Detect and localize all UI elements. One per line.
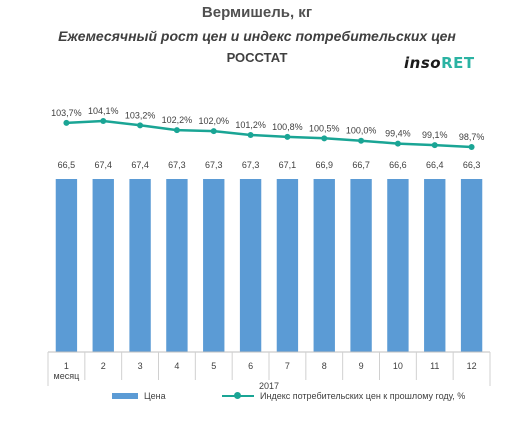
- bar-2: [92, 179, 114, 352]
- bar-10: [387, 179, 409, 352]
- cpi-point-11: [431, 142, 438, 149]
- cpi-value-label-5: 102,0%: [198, 116, 229, 126]
- cpi-point-3: [137, 122, 144, 129]
- cpi-value-label-3: 103,2%: [125, 110, 156, 120]
- cpi-point-1: [63, 119, 70, 126]
- cpi-value-label-6: 101,2%: [235, 120, 266, 130]
- x-tick-label-9: 9: [359, 361, 364, 371]
- cpi-point-2: [100, 118, 107, 124]
- bar-6: [239, 179, 262, 352]
- x-tick-sublabel: месяц: [54, 371, 80, 381]
- bar-11: [424, 179, 446, 352]
- brand-logo: insoRET: [404, 54, 475, 72]
- bar-value-label-5: 67,3: [205, 160, 223, 170]
- cpi-value-label-1: 103,7%: [51, 108, 82, 118]
- chart-source: РОССТАТ: [226, 50, 288, 65]
- brand-logo-part1: inso: [404, 54, 442, 72]
- cpi-point-9: [358, 137, 365, 144]
- bar-value-label-11: 66,4: [426, 160, 444, 170]
- x-tick-label-8: 8: [322, 361, 327, 371]
- cpi-value-label-10: 99,4%: [385, 129, 411, 139]
- cpi-value-label-11: 99,1%: [422, 130, 448, 140]
- x-group-label: 2017: [259, 381, 279, 391]
- cpi-point-6: [247, 131, 254, 138]
- x-tick-label-10: 10: [393, 361, 403, 371]
- bar-1: [55, 179, 78, 352]
- chart-legend: Цена Индекс потребительских цен к прошло…: [0, 391, 514, 407]
- bar-7: [276, 179, 299, 352]
- cpi-line: [66, 119, 472, 149]
- bar-value-label-8: 66,9: [315, 160, 333, 170]
- x-tick-label-1: 1: [64, 361, 69, 371]
- bar-value-label-12: 66,3: [463, 160, 481, 170]
- x-tick-label-6: 6: [248, 361, 253, 371]
- x-tick-label-3: 3: [138, 361, 143, 371]
- legend-bar-swatch: [112, 393, 138, 399]
- x-tick-label-7: 7: [285, 361, 290, 371]
- x-tick-label-5: 5: [211, 361, 216, 371]
- bar-value-label-6: 67,3: [242, 160, 260, 170]
- bar-3: [129, 179, 151, 352]
- bar-5: [203, 179, 225, 352]
- chart-subtitle: Ежемесячный рост цен и индекс потребител…: [58, 28, 456, 44]
- bar-value-label-7: 67,1: [279, 160, 297, 170]
- bar-9: [350, 179, 372, 352]
- cpi-value-label-4: 102,2%: [162, 115, 193, 125]
- legend-item-cpi: Индекс потребительских цен к прошлому го…: [222, 391, 465, 401]
- cpi-value-label-9: 100,0%: [346, 126, 377, 136]
- cpi-point-8: [321, 135, 328, 142]
- chart-title: Вермишель, кг: [201, 4, 313, 21]
- legend-line-label: Индекс потребительских цен к прошлому го…: [260, 391, 466, 401]
- bar-value-label-1: 66,5: [58, 160, 76, 170]
- bar-value-label-2: 67,4: [94, 160, 112, 170]
- bar-4: [166, 179, 188, 352]
- cpi-value-label-8: 100,5%: [309, 123, 340, 133]
- cpi-point-7: [284, 133, 291, 140]
- x-tick-label-2: 2: [101, 361, 106, 371]
- legend-item-price: Цена: [112, 391, 166, 401]
- cpi-point-12: [468, 144, 475, 150]
- brand-logo-part2: RET: [441, 54, 475, 72]
- cpi-point-5: [210, 128, 217, 135]
- x-tick-label-4: 4: [174, 361, 179, 371]
- cpi-value-label-12: 98,7%: [459, 132, 485, 142]
- bar-value-label-3: 67,4: [131, 160, 149, 170]
- bar-value-label-4: 67,3: [168, 160, 186, 170]
- legend-line-swatch: [222, 391, 254, 401]
- bar-value-label-9: 66,7: [352, 160, 370, 170]
- cpi-value-label-2: 104,1%: [88, 106, 119, 116]
- cpi-value-label-7: 100,8%: [272, 122, 303, 132]
- bar-12: [460, 179, 483, 352]
- bar-8: [313, 179, 335, 352]
- cpi-point-4: [173, 127, 180, 134]
- cpi-point-10: [394, 140, 401, 147]
- bar-value-label-10: 66,6: [389, 160, 407, 170]
- legend-bar-label: Цена: [144, 391, 166, 401]
- x-tick-label-12: 12: [467, 361, 477, 371]
- x-tick-label-11: 11: [430, 361, 439, 371]
